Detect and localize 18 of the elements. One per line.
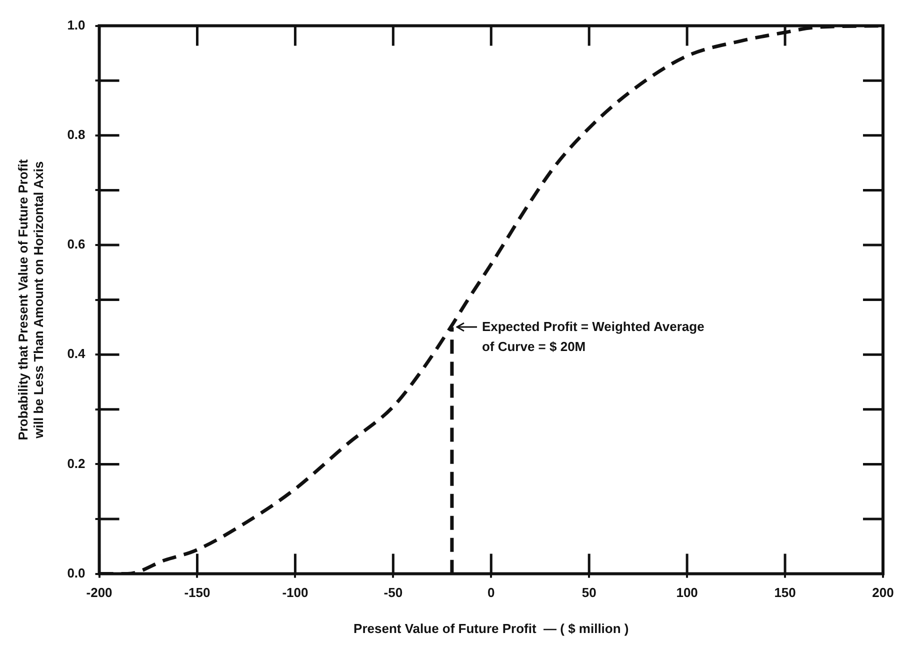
x-tick-label: 100 [676,585,698,600]
x-tick-label: 50 [582,585,596,600]
y-tick-label: 0.2 [67,456,86,471]
x-tick-label: -50 [384,585,403,600]
x-tick-label: 0 [488,585,495,600]
x-tick-label: -200 [86,585,112,600]
y-axis-title: Probability that Present Value of Future Profit will be Less Than Amount on Horizontal Axis [15,158,46,440]
y-tick-label: 0.8 [67,126,86,142]
annotation: Expected Profit = Weighted Average of Curve = $ 20M [482,318,704,354]
x-tick-label: -150 [184,585,210,600]
x-tick-label: 200 [872,585,894,600]
y-tick-label: 0.6 [67,236,86,252]
x-tick-label: -100 [282,585,308,600]
y-tick-label: 0.0 [67,565,86,580]
x-tick-label: 150 [774,585,796,600]
y-tick-label: 0.4 [67,346,86,362]
y-tick-label: 1.0 [67,17,86,32]
x-axis-title: Present Value of Future Profit — ( $ million ) [354,620,629,636]
